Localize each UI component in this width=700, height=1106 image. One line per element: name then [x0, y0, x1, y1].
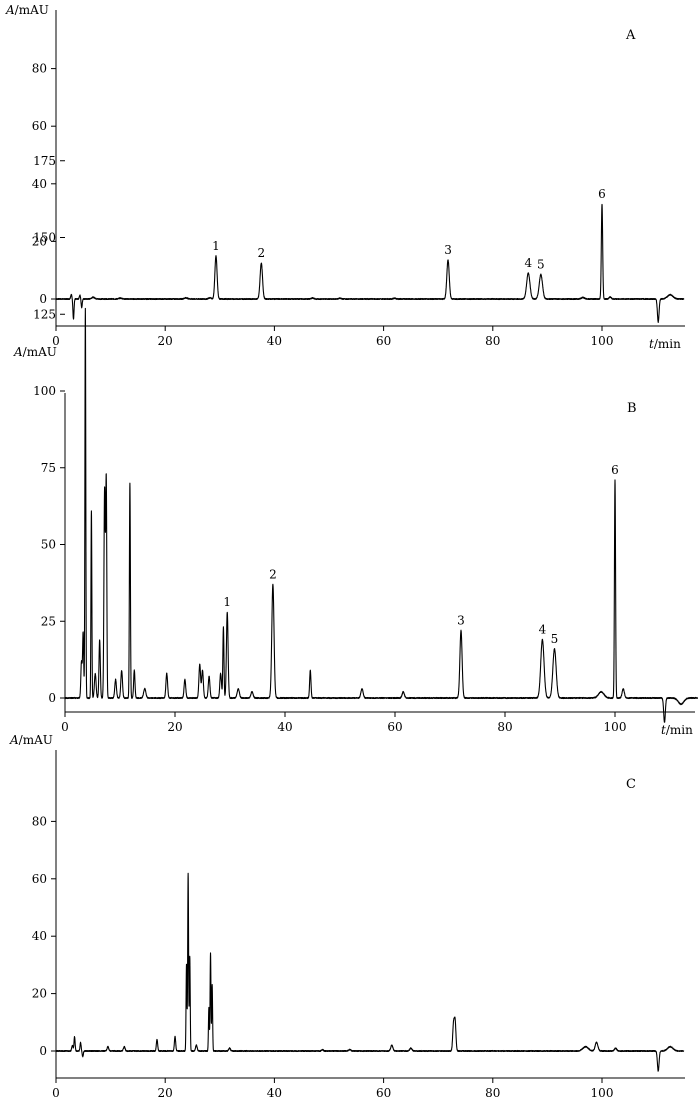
chromatogram-trace: [55, 872, 685, 1072]
peak-label-3: 3: [457, 613, 465, 627]
y-tick-label: 150: [33, 231, 56, 245]
y-tick-label: 80: [32, 62, 47, 76]
panel-a-y-axis-title: A/mAU: [5, 3, 49, 17]
peak-label-4: 4: [539, 623, 547, 637]
x-tick-label: 0: [61, 720, 69, 734]
peak-label-1: 1: [212, 239, 220, 253]
panel-a-x-axis-title: t/min: [649, 337, 681, 351]
y-tick-label: 25: [41, 614, 56, 628]
x-tick-label: 0: [52, 1086, 60, 1100]
x-tick-label: 60: [376, 334, 391, 348]
chromatogram-trace: [55, 203, 685, 323]
x-tick-label: 60: [387, 720, 402, 734]
chromatogram-trace: [64, 307, 698, 723]
y-tick-label: 40: [32, 929, 47, 943]
x-tick-label: 40: [267, 334, 282, 348]
x-tick-label: 80: [497, 720, 512, 734]
x-tick-label: 20: [167, 720, 182, 734]
peak-label-3: 3: [444, 243, 452, 257]
y-tick-label: 50: [41, 538, 56, 552]
x-tick-label: 100: [591, 1086, 614, 1100]
peak-label-6: 6: [598, 187, 606, 201]
x-tick-label: 40: [267, 1086, 282, 1100]
x-tick-label: 20: [158, 334, 173, 348]
y-tick-label: 20: [32, 234, 47, 248]
x-tick-label: 100: [604, 720, 627, 734]
panel-b-label: B: [627, 401, 637, 416]
x-tick-label: 40: [277, 720, 292, 734]
y-tick-label: 20: [32, 987, 47, 1001]
x-tick-label: 0: [52, 334, 60, 348]
y-tick-label: 60: [32, 872, 47, 886]
y-tick-label: 0: [39, 1044, 47, 1058]
chromatogram-panel-c: A/mAU C 0 20 40 60 80 0 20 40 60 80 100: [9, 733, 685, 1100]
y-tick-label: 80: [32, 814, 47, 828]
x-tick-label: 60: [376, 1086, 391, 1100]
peak-label-2: 2: [269, 567, 277, 581]
panel-c-y-axis-title: A/mAU: [9, 733, 53, 747]
y-tick-label: 60: [32, 119, 47, 133]
peak-label-5: 5: [551, 632, 559, 646]
y-tick-label: 40: [32, 177, 47, 191]
peak-label-5: 5: [537, 258, 545, 272]
panel-a-label: A: [625, 28, 636, 43]
peak-label-1: 1: [223, 595, 231, 609]
peak-label-6: 6: [611, 463, 619, 477]
x-tick-label: 100: [591, 334, 614, 348]
x-tick-label: 20: [158, 1086, 173, 1100]
y-tick-label: 0: [48, 691, 56, 705]
y-tick-label: 75: [41, 461, 56, 475]
y-tick-label: 125: [33, 307, 56, 321]
y-tick-label: 100: [33, 384, 56, 398]
panel-c-label: C: [626, 777, 636, 792]
x-tick-label: 80: [485, 1086, 500, 1100]
y-tick-label: 0: [39, 292, 47, 306]
chromatogram-panel-a: A/mAU A t/min 0 20 40 60 80 0 20 40 60 80 100 1 2 3 4 5…: [5, 3, 685, 351]
y-tick-label: 175: [33, 154, 56, 168]
peak-label-2: 2: [257, 246, 265, 260]
panel-b-x-axis-title: t/min: [661, 723, 693, 737]
panel-b-y-axis-title: A/mAU: [13, 345, 57, 359]
peak-label-4: 4: [524, 256, 532, 270]
x-tick-label: 80: [485, 334, 500, 348]
